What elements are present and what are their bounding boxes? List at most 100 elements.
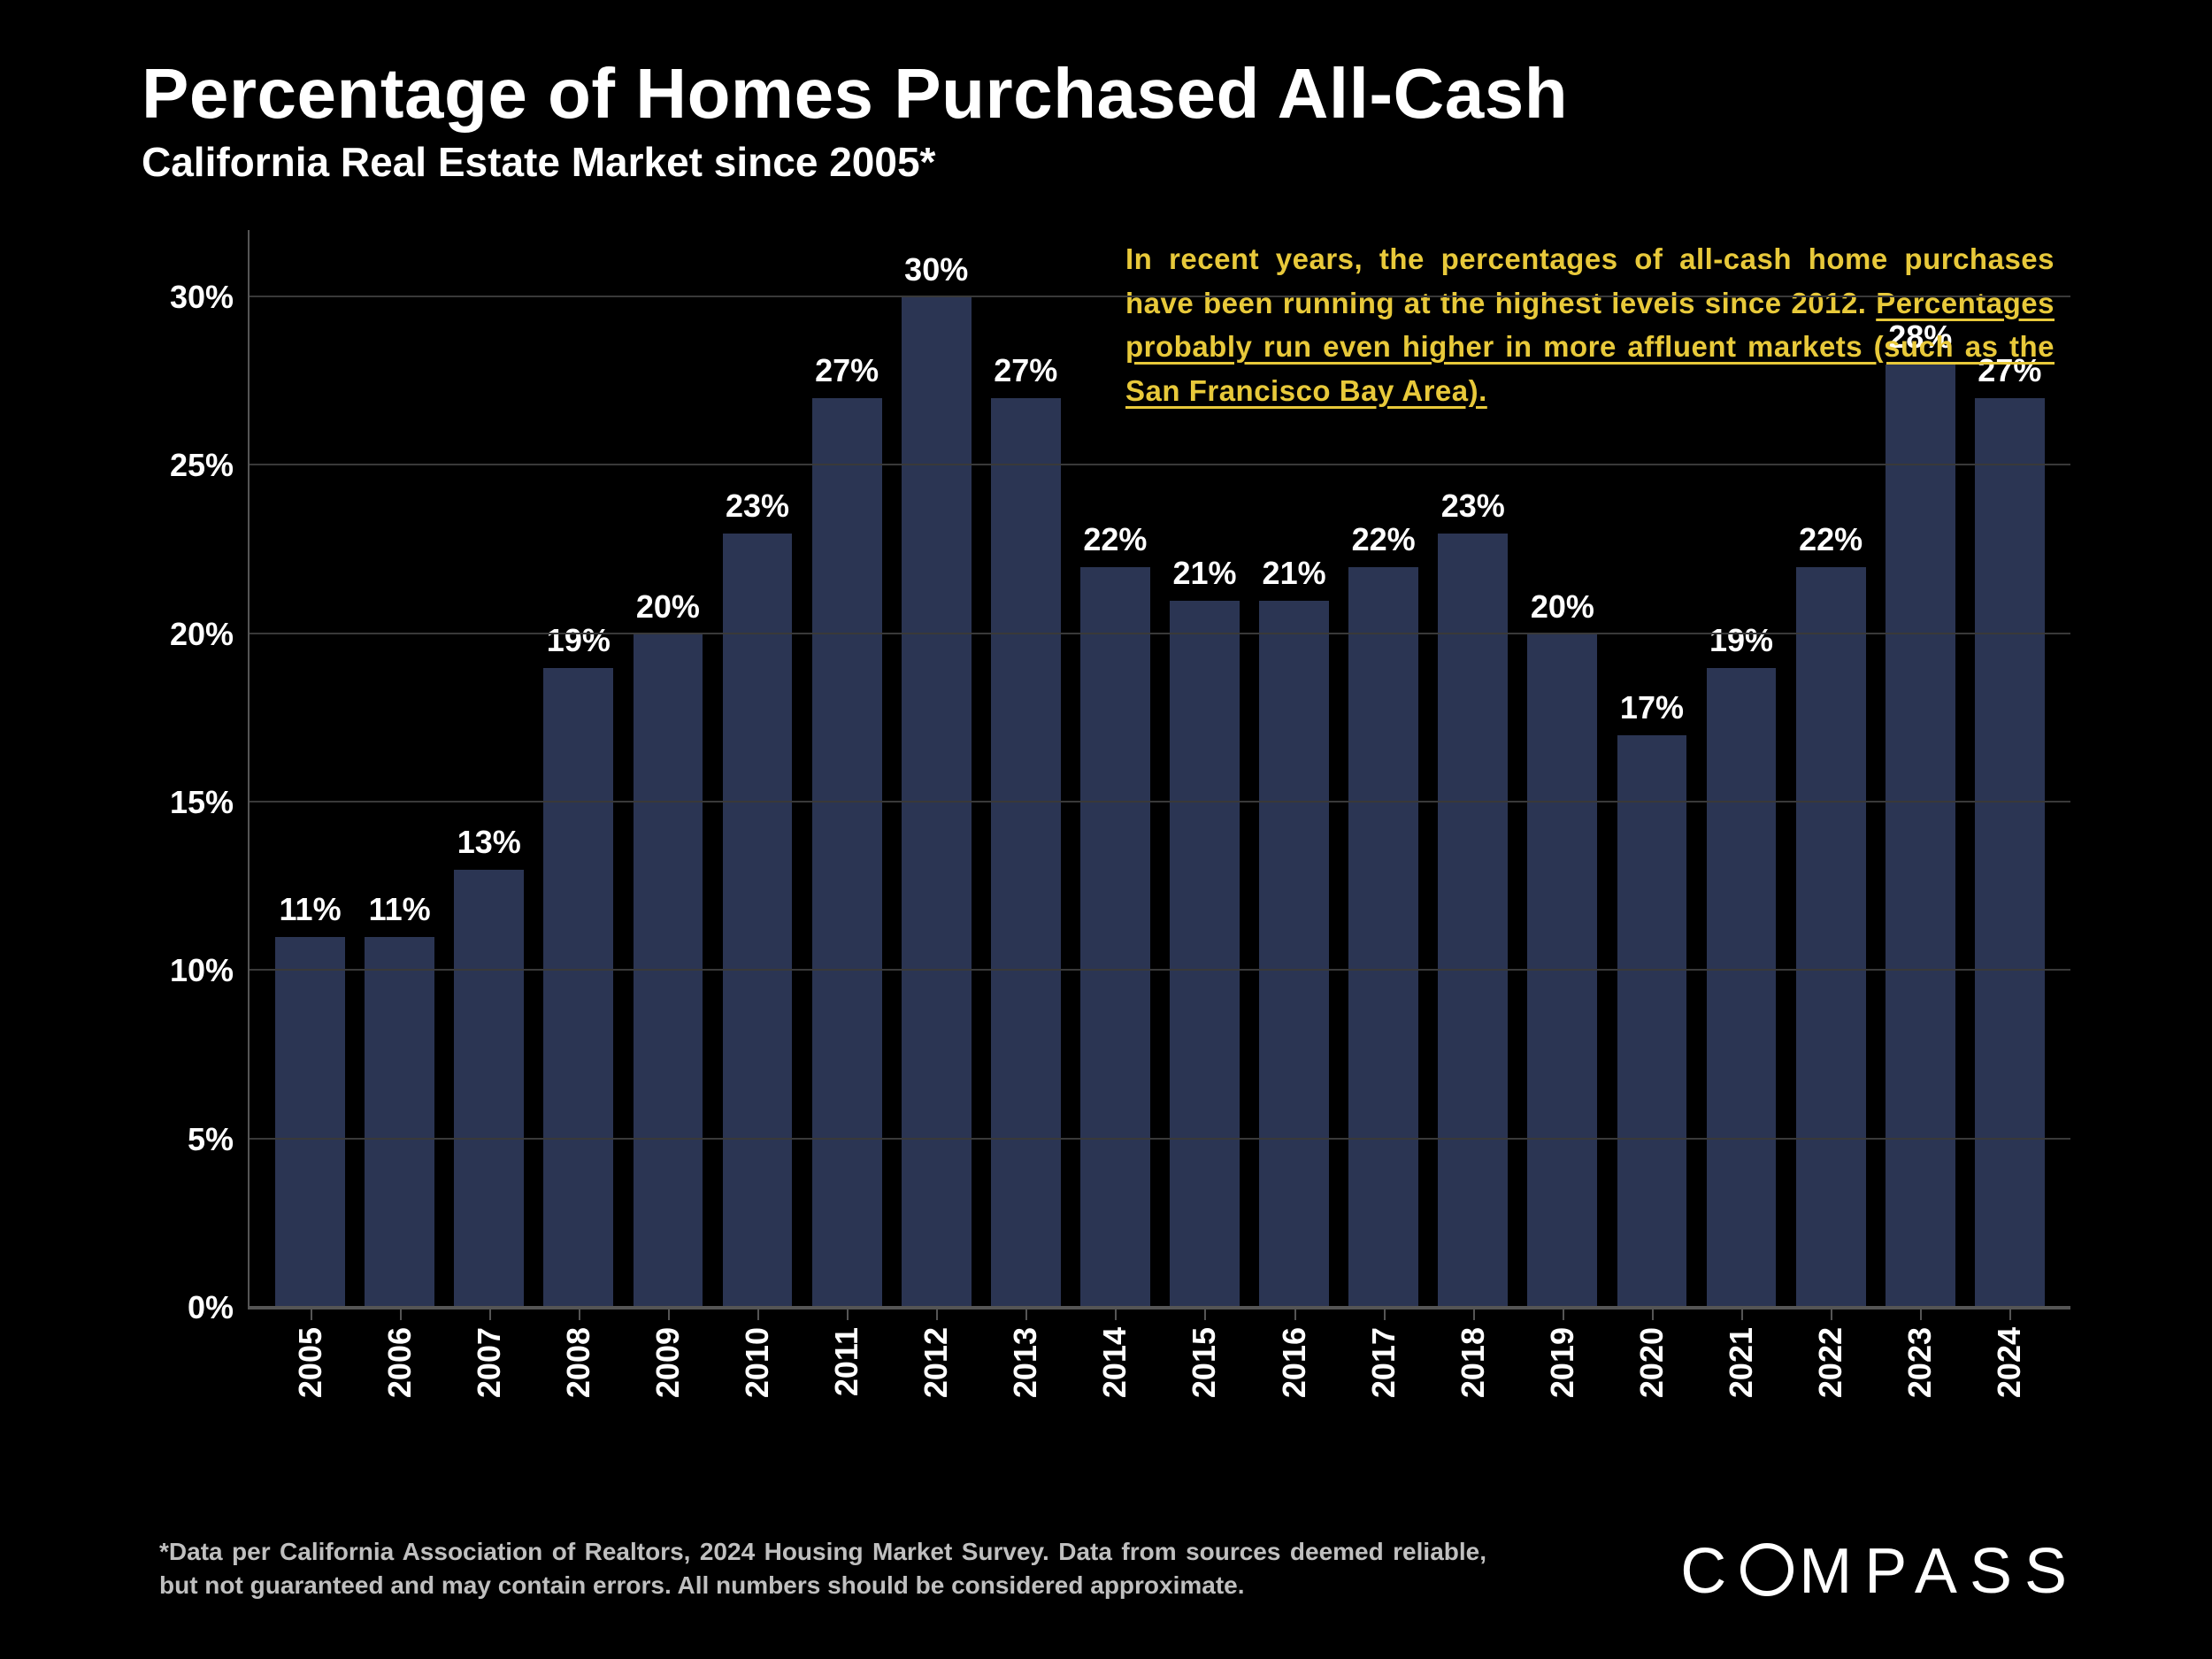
x-axis-tick-label: 2023	[1901, 1327, 1939, 1398]
x-axis-tick-label: 2013	[1007, 1327, 1044, 1398]
bar-value-label: 19%	[1709, 622, 1773, 659]
bar-value-label: 21%	[1263, 555, 1326, 592]
x-axis-tick-label: 2006	[381, 1327, 419, 1398]
gridline: 5%	[250, 1138, 2070, 1140]
bar-value-label: 27%	[815, 352, 879, 389]
bar: 30%	[902, 297, 972, 1308]
gridline: 0%	[250, 1306, 2070, 1308]
x-tick-mark	[400, 1308, 402, 1320]
bar: 22%	[1796, 567, 1866, 1308]
bar: 11%	[275, 937, 345, 1308]
x-tick-mark	[579, 1308, 580, 1320]
x-axis-tick-label: 2022	[1812, 1327, 1849, 1398]
bar-value-label: 20%	[1531, 588, 1594, 626]
bar-value-label: 21%	[1172, 555, 1236, 592]
bar-slot: 23%2010	[712, 230, 802, 1308]
x-tick-mark	[489, 1308, 491, 1320]
bar-value-label: 22%	[1352, 521, 1416, 558]
gridline: 20%	[250, 633, 2070, 634]
bar: 21%	[1259, 601, 1329, 1308]
bar: 19%	[543, 668, 613, 1308]
x-tick-mark	[1831, 1308, 1832, 1320]
bar-value-label: 23%	[726, 488, 789, 525]
x-tick-mark	[1563, 1308, 1564, 1320]
x-tick-mark	[847, 1308, 849, 1320]
bar-value-label: 22%	[1799, 521, 1863, 558]
x-axis-tick-label: 2010	[739, 1327, 776, 1398]
bar-slot: 13%2007	[444, 230, 534, 1308]
logo-suffix: MPASS	[1799, 1535, 2079, 1608]
x-axis-tick-label: 2011	[828, 1327, 865, 1396]
x-axis-tick-label: 2009	[649, 1327, 687, 1398]
footnote-text: *Data per California Association of Real…	[159, 1535, 1486, 1602]
y-axis-tick-label: 5%	[188, 1121, 250, 1158]
bar-value-label: 23%	[1441, 488, 1505, 525]
bar-value-label: 22%	[1083, 521, 1147, 558]
x-tick-mark	[1741, 1308, 1743, 1320]
slide-root: Percentage of Homes Purchased All-Cash C…	[0, 0, 2212, 1659]
x-axis-tick-label: 2007	[471, 1327, 508, 1398]
x-tick-mark	[2009, 1308, 2011, 1320]
gridline: 25%	[250, 464, 2070, 465]
x-tick-mark	[668, 1308, 670, 1320]
bar: 23%	[723, 534, 793, 1308]
bar-slot: 11%2006	[355, 230, 444, 1308]
chart-subtitle: California Real Estate Market since 2005…	[142, 138, 2070, 186]
x-axis-tick-label: 2012	[918, 1327, 955, 1398]
bar: 17%	[1617, 735, 1687, 1308]
bar: 23%	[1438, 534, 1508, 1308]
x-axis-tick-label: 2014	[1096, 1327, 1133, 1398]
x-tick-mark	[311, 1308, 312, 1320]
x-tick-mark	[1384, 1308, 1386, 1320]
bar-slot: 27%2013	[981, 230, 1071, 1308]
y-axis-tick-label: 15%	[170, 784, 250, 821]
x-axis-tick-label: 2017	[1365, 1327, 1402, 1398]
x-tick-mark	[1920, 1308, 1922, 1320]
x-axis-tick-label: 2019	[1544, 1327, 1581, 1398]
gridline: 30%	[250, 296, 2070, 297]
bar: 22%	[1080, 567, 1150, 1308]
bar: 11%	[365, 937, 434, 1308]
bar-value-label: 27%	[994, 352, 1057, 389]
x-axis-tick-label: 2024	[1991, 1327, 2028, 1398]
x-axis-tick-label: 2016	[1276, 1327, 1313, 1398]
bar-value-label: 11%	[280, 891, 342, 928]
bar-value-label: 20%	[636, 588, 700, 626]
x-axis-tick-label: 2020	[1633, 1327, 1671, 1398]
bar: 13%	[454, 870, 524, 1308]
x-tick-mark	[1115, 1308, 1117, 1320]
bar-slot: 27%2011	[803, 230, 892, 1308]
y-axis-tick-label: 20%	[170, 616, 250, 653]
chart-container: 11%200511%200613%200719%200820%200923%20…	[142, 230, 2070, 1416]
bar: 21%	[1170, 601, 1240, 1308]
x-tick-mark	[1204, 1308, 1206, 1320]
x-axis-tick-label: 2015	[1186, 1327, 1223, 1398]
bar: 22%	[1348, 567, 1418, 1308]
bar: 20%	[634, 634, 703, 1308]
bar: 27%	[812, 398, 882, 1308]
bar-value-label: 17%	[1620, 689, 1684, 726]
y-axis-tick-label: 25%	[170, 447, 250, 484]
bar-value-label: 30%	[904, 251, 968, 288]
bar-slot: 20%2009	[623, 230, 712, 1308]
chart-title: Percentage of Homes Purchased All-Cash	[142, 53, 2070, 134]
gridline: 10%	[250, 969, 2070, 971]
x-axis-tick-label: 2005	[292, 1327, 329, 1398]
bar: 19%	[1707, 668, 1777, 1308]
y-axis-tick-label: 10%	[170, 952, 250, 989]
x-axis-tick-label: 2021	[1723, 1327, 1760, 1398]
x-tick-mark	[1473, 1308, 1475, 1320]
bar-value-label: 13%	[457, 824, 521, 861]
bar-value-label: 19%	[547, 622, 611, 659]
logo-prefix: C	[1680, 1535, 1739, 1608]
plot-area: 11%200511%200613%200719%200820%200923%20…	[248, 230, 2070, 1310]
y-axis-tick-label: 30%	[170, 279, 250, 316]
bar-slot: 11%2005	[265, 230, 355, 1308]
x-axis-tick-label: 2008	[560, 1327, 597, 1398]
gridline: 15%	[250, 801, 2070, 803]
x-tick-mark	[1652, 1308, 1654, 1320]
bar: 28%	[1886, 365, 1955, 1308]
bar-slot: 19%2008	[534, 230, 623, 1308]
x-tick-mark	[757, 1308, 759, 1320]
logo-o-icon	[1740, 1543, 1793, 1596]
